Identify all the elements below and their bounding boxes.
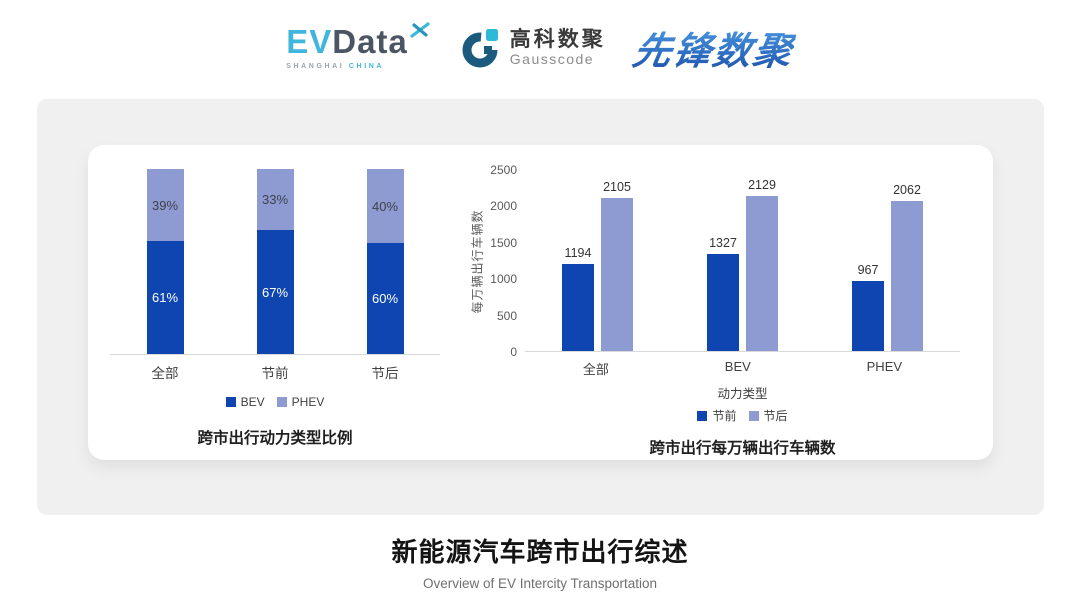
header-logos: EV Data SHANGHAI CHINA 高科数聚 Gausscode 先锋数…: [0, 20, 1080, 75]
bar-value-label: 39%: [151, 197, 179, 213]
bar-节前: [707, 254, 739, 351]
bar-with-label: 967: [852, 263, 884, 351]
legend-item: 节前: [697, 407, 737, 424]
bar-with-label: 2062: [891, 183, 923, 351]
gausscode-cn-text: 高科数聚: [509, 27, 606, 51]
legend-item: 节后: [748, 407, 788, 424]
evdata-wordmark: EV Data: [286, 22, 430, 60]
bar-value-label: 2062: [893, 182, 921, 197]
bar-value-label: 40%: [371, 198, 399, 214]
y-tick-label: 1500: [490, 235, 517, 250]
y-tick-label: 2000: [490, 199, 517, 214]
bar-value-label: 60%: [371, 291, 399, 306]
spark-x-icon: [410, 22, 430, 38]
legend-label: 节后: [763, 409, 788, 423]
bar-segment-phev: 33%: [256, 169, 294, 231]
stacked-bar: 33% 67%: [256, 169, 294, 354]
bar-节后: [891, 200, 923, 351]
bar-节后: [746, 196, 778, 351]
page-title: 新能源汽车跨市出行综述: [391, 537, 689, 567]
legend-label: BEV: [240, 395, 265, 409]
category-label: 全部: [151, 366, 179, 381]
y-tick-label: 1000: [490, 272, 517, 287]
category-label: 全部: [582, 362, 609, 377]
category-label: 节后: [371, 366, 399, 381]
gausscode-en-text: Gausscode: [509, 50, 595, 67]
stacked-bar: 39% 61%: [146, 169, 184, 354]
legend-swatch: [276, 397, 287, 407]
grouped-x-axis-label: 动力类型: [717, 387, 768, 401]
y-tick-label: 2500: [490, 163, 517, 177]
bar-value-label: 61%: [151, 290, 179, 306]
stacked-chart: 39% 61% 33% 67% 40% 60% 全部 节前 节后 BEV PHEV 跨市出行动力…: [110, 169, 440, 448]
bar-group: 1327 2129: [707, 178, 778, 351]
evdata-subtext: SHANGHAI CHINA: [286, 63, 430, 70]
legend-label: PHEV: [291, 395, 325, 409]
page-subtitle: Overview of EV Intercity Transportation: [422, 576, 658, 591]
grouped-legend: 节前 节后: [525, 407, 960, 424]
stacked-legend: BEV PHEV: [110, 395, 440, 409]
category-label: PHEV: [866, 359, 903, 374]
grouped-plot: 1194 2105 1327 2129 967 2062: [525, 170, 960, 352]
grouped-yticks: 0 500 1000 1500 2000 2500: [487, 163, 525, 359]
bar-segment-bev: 60%: [366, 243, 404, 354]
pioneer-logo: 先锋数聚: [629, 20, 799, 75]
y-tick-label: 0: [510, 345, 517, 359]
bar-value-label: 1194: [564, 246, 592, 261]
bar-节后: [601, 197, 633, 351]
bar-segment-bev: 61%: [146, 241, 184, 354]
bar-segment-phev: 39%: [146, 169, 184, 242]
legend-item: BEV: [225, 395, 265, 409]
evdata-data-text: Data: [332, 23, 408, 60]
footer: 新能源汽车跨市出行综述 Overview of EV Intercity Tra…: [0, 532, 1080, 591]
evdata-logo: EV Data SHANGHAI CHINA: [286, 22, 430, 70]
bar-segment-bev: 67%: [256, 230, 294, 354]
bar-value-label: 67%: [261, 284, 289, 300]
bar-with-label: 2129: [746, 178, 778, 351]
grouped-plot-row: 每万辆出行车辆数 0 500 1000 1500 2000 2500 1194 2105 13…: [467, 163, 967, 359]
bar-group: 967 2062: [852, 183, 923, 351]
bar-with-label: 2105: [601, 180, 633, 351]
bar-with-label: 1194: [562, 246, 594, 351]
bar-segment-phev: 40%: [366, 169, 404, 243]
stacked-chart-title: 跨市出行动力类型比例: [197, 430, 353, 447]
bar-value-label: 2105: [603, 179, 631, 194]
grouped-chart: 每万辆出行车辆数 0 500 1000 1500 2000 2500 1194 2105 13…: [467, 163, 967, 458]
legend-label: 节前: [712, 409, 737, 423]
evdata-ev-text: EV: [286, 23, 333, 60]
stacked-cats: 全部 节前 节后: [110, 362, 440, 382]
stacked-bar: 40% 60%: [366, 169, 404, 354]
bar-with-label: 1327: [707, 236, 739, 351]
bar-value-label: 2129: [748, 178, 776, 192]
stacked-plot: 39% 61% 33% 67% 40% 60%: [110, 169, 440, 355]
bar-value-label: 33%: [261, 192, 289, 208]
category-label: 节前: [261, 366, 289, 381]
bar-节前: [562, 264, 594, 351]
bar-value-label: 1327: [709, 236, 737, 251]
chart-card: 39% 61% 33% 67% 40% 60% 全部 节前 节后 BEV PHEV 跨市出行动力…: [88, 145, 993, 460]
gausscode-text: 高科数聚 Gausscode: [510, 28, 606, 68]
gausscode-g-icon: [462, 28, 498, 67]
legend-swatch: [225, 397, 236, 407]
grouped-cats: 全部 BEV PHEV: [525, 359, 960, 378]
y-tick-label: 500: [496, 308, 517, 323]
gausscode-logo: 高科数聚 Gausscode: [458, 25, 606, 71]
category-label: BEV: [724, 359, 751, 374]
legend-swatch: [748, 410, 759, 421]
grouped-chart-title: 跨市出行每万辆出行车辆数: [649, 440, 836, 457]
evdata-sub-shanghai: SHANGHAI: [286, 63, 345, 70]
grouped-y-axis-label: 每万辆出行车辆数: [470, 208, 485, 314]
bar-value-label: 967: [857, 262, 879, 277]
bar-group: 1194 2105: [562, 180, 633, 351]
legend-item: PHEV: [276, 395, 325, 409]
evdata-sub-china: CHINA: [348, 63, 385, 70]
legend-swatch: [697, 410, 708, 421]
bar-节前: [852, 280, 884, 351]
